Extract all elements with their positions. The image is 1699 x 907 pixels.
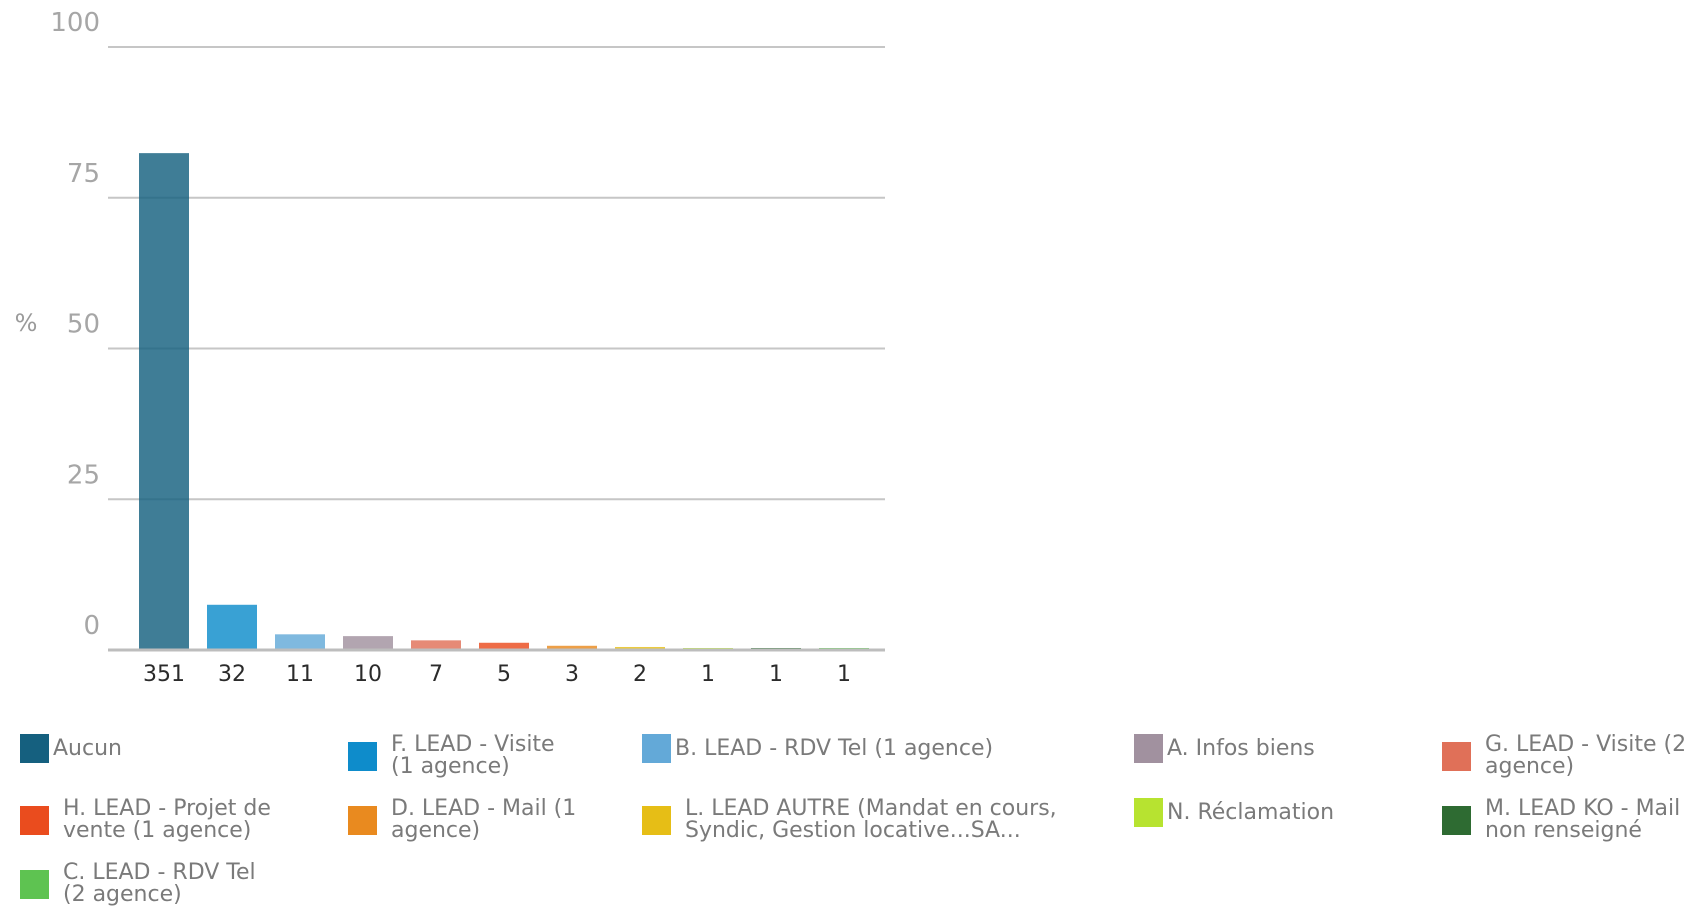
legend-swatch xyxy=(348,805,377,835)
bar-count-label: 1 xyxy=(701,662,715,687)
legend-item[interactable]: A. Infos biens xyxy=(1134,734,1315,763)
bar-count-label: 351 xyxy=(143,662,185,687)
bar[interactable] xyxy=(547,645,597,650)
legend-item[interactable]: C. LEAD - RDV Tel (2 agence) xyxy=(20,862,256,906)
bar[interactable] xyxy=(343,636,393,650)
legend-label: A. Infos biens xyxy=(1167,735,1315,761)
legend-swatch xyxy=(1442,741,1471,771)
y-tick-label: 50 xyxy=(67,310,100,340)
bar-count-label: 5 xyxy=(497,662,511,687)
legend-swatch xyxy=(20,869,49,899)
legend-label: D. LEAD - Mail (1 agence) xyxy=(391,796,577,843)
legend: Aucun F. LEAD - Visite (1 agence) B. LEAD -… xyxy=(0,720,1699,906)
legend-swatch xyxy=(642,805,671,835)
legend-item[interactable]: H. LEAD - Projet de vente (1 agence) xyxy=(20,798,271,842)
legend-swatch xyxy=(20,734,49,763)
legend-label: M. LEAD KO - Mail non renseigné xyxy=(1485,796,1681,843)
legend-label: C. LEAD - RDV Tel (2 agence) xyxy=(63,860,256,907)
legend-label: Aucun xyxy=(53,735,122,761)
bar-count-label: 1 xyxy=(769,662,783,687)
legend-item[interactable]: G. LEAD - Visite (2 agence) xyxy=(1442,734,1686,778)
legend-swatch xyxy=(1134,798,1163,827)
legend-item[interactable]: Aucun xyxy=(20,734,122,763)
bar-count-label: 32 xyxy=(218,662,246,687)
legend-item[interactable]: F. LEAD - Visite (1 agence) xyxy=(348,734,555,778)
bar-count-label: 2 xyxy=(633,662,647,687)
legend-item[interactable]: D. LEAD - Mail (1 agence) xyxy=(348,798,576,842)
bar-count-label: 11 xyxy=(286,662,314,687)
bars xyxy=(139,153,869,651)
legend-item[interactable]: N. Réclamation xyxy=(1134,798,1334,827)
legend-item[interactable]: L. LEAD AUTRE (Mandat en cours, Syndic, G… xyxy=(642,798,1057,842)
y-tick-label: 0 xyxy=(83,611,100,641)
bar-count-label: 3 xyxy=(565,662,579,687)
legend-label: B. LEAD - RDV Tel (1 agence) xyxy=(675,735,994,761)
legend-label: N. Réclamation xyxy=(1167,799,1335,825)
legend-swatch xyxy=(20,805,49,835)
legend-swatch xyxy=(1442,805,1471,835)
y-tick-label: 25 xyxy=(67,460,100,490)
legend-label: G. LEAD - Visite (2 agence) xyxy=(1485,732,1687,779)
legend-swatch xyxy=(642,734,671,763)
grid-lines xyxy=(108,46,885,501)
bar[interactable] xyxy=(479,642,529,650)
legend-swatch xyxy=(1134,734,1163,763)
bar[interactable] xyxy=(207,604,257,650)
y-tick-label: 75 xyxy=(67,159,100,189)
bar-count-label: 10 xyxy=(354,662,382,687)
legend-item[interactable]: M. LEAD KO - Mail non renseigné xyxy=(1442,798,1680,842)
bar[interactable] xyxy=(275,634,325,650)
bar[interactable] xyxy=(615,646,665,650)
y-tick-label: 100 xyxy=(50,8,100,38)
bar-count-label: 7 xyxy=(429,662,443,687)
y-axis-label: % xyxy=(15,309,38,337)
legend-label: L. LEAD AUTRE (Mandat en cours, Syndic, G… xyxy=(685,796,1057,843)
bar[interactable] xyxy=(139,153,189,651)
bar-count-label: 1 xyxy=(837,662,851,687)
legend-label: H. LEAD - Projet de vente (1 agence) xyxy=(63,796,271,843)
legend-swatch xyxy=(348,741,377,771)
bar[interactable] xyxy=(411,640,461,650)
y-axis-ticks: 0 25 50 75 100 xyxy=(50,8,100,641)
x-axis-tick-labels: 351 32 11 10 7 5 3 2 1 1 1 xyxy=(143,662,851,687)
legend-label: F. LEAD - Visite (1 agence) xyxy=(391,732,555,779)
legend-item[interactable]: B. LEAD - RDV Tel (1 agence) xyxy=(642,734,993,763)
